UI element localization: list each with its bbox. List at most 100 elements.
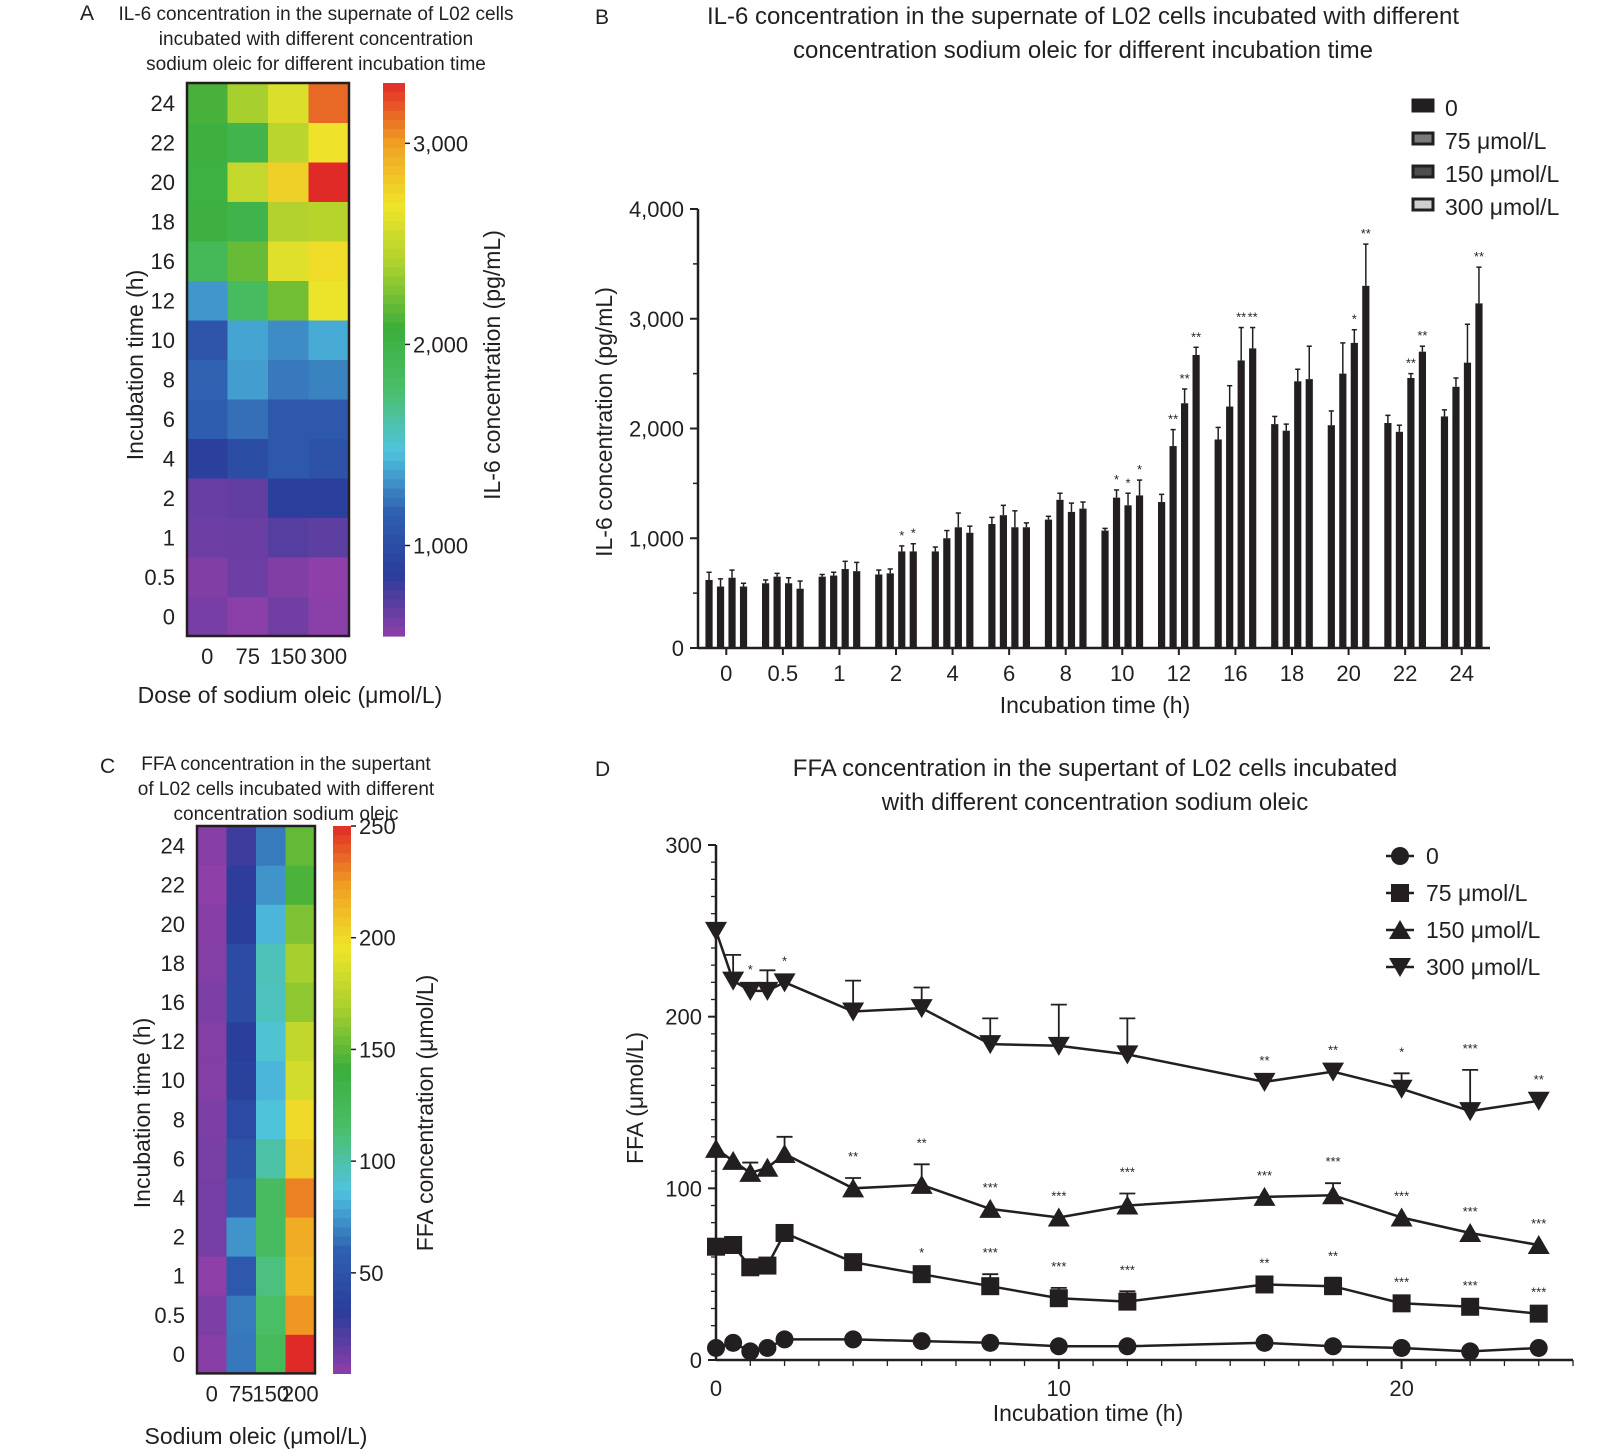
data-point xyxy=(1529,1304,1548,1323)
heatmap-cell xyxy=(285,943,316,983)
bar xyxy=(988,523,996,648)
colorbar-segment xyxy=(383,553,405,563)
colorbar-segment xyxy=(333,1309,351,1320)
data-point xyxy=(1392,1294,1411,1313)
heatmap-cell xyxy=(197,1295,227,1335)
colorbar-segment xyxy=(333,1318,351,1329)
bar xyxy=(1101,530,1109,648)
legend-label: 75 μmol/L xyxy=(1445,128,1547,154)
heatmap-cell xyxy=(285,1177,316,1218)
x-tick-label: 20 xyxy=(1336,661,1360,686)
heatmap-cell xyxy=(268,320,309,360)
heatmap-cell xyxy=(256,1256,286,1296)
panel-a-title-line1: IL-6 concentration in the supernate of L… xyxy=(118,4,513,25)
bar xyxy=(739,586,748,648)
heatmap-cell xyxy=(308,83,350,123)
data-point xyxy=(756,981,779,1001)
significance-marker: ** xyxy=(1417,328,1427,343)
bar xyxy=(1384,423,1392,648)
heatmap-cell xyxy=(187,438,228,479)
data-point xyxy=(1392,1338,1411,1357)
data-point xyxy=(724,1235,743,1254)
bar xyxy=(1350,342,1358,648)
bar xyxy=(1362,285,1370,648)
y-tick-label: 22 xyxy=(161,873,185,898)
data-point xyxy=(910,1174,933,1194)
y-tick-label: 3,000 xyxy=(629,307,684,332)
legend-label: 0 xyxy=(1426,843,1439,869)
heatmap-cell xyxy=(285,1021,316,1062)
bar xyxy=(1192,354,1200,648)
heatmap-cell xyxy=(285,826,316,866)
data-point xyxy=(1253,1072,1276,1092)
colorbar-segment xyxy=(383,405,405,416)
heatmap-cell xyxy=(256,943,286,983)
colorbar-segment xyxy=(333,971,351,982)
data-point xyxy=(1118,1292,1137,1311)
significance-marker: ** xyxy=(1328,1043,1338,1058)
colorbar-segment xyxy=(383,368,405,379)
heatmap-cell xyxy=(256,1177,286,1218)
colorbar-segment xyxy=(383,184,405,195)
bar xyxy=(818,576,826,648)
heatmap-cell xyxy=(227,596,269,637)
colorbar-segment xyxy=(333,1063,351,1073)
heatmap-cell xyxy=(285,1295,316,1335)
data-point xyxy=(758,1338,777,1357)
colorbar-segment xyxy=(383,212,405,222)
heatmap-cell xyxy=(256,1099,286,1140)
bar xyxy=(1271,424,1279,648)
colorbar-segment xyxy=(383,322,405,333)
bar xyxy=(1327,425,1335,648)
colorbar-segment xyxy=(333,1336,351,1347)
colorbar-tick-label: 200 xyxy=(359,926,396,951)
colorbar-segment xyxy=(383,460,405,471)
colorbar-segment xyxy=(383,202,405,213)
significance-marker: *** xyxy=(1463,1278,1478,1293)
heatmap-cell xyxy=(226,982,257,1022)
heatmap-cell xyxy=(197,1138,227,1179)
y-tick-label: 24 xyxy=(161,834,185,859)
colorbar-segment xyxy=(333,1245,351,1256)
data-point xyxy=(981,1333,1000,1352)
data-point xyxy=(707,1338,725,1357)
significance-marker: ** xyxy=(1474,249,1484,264)
y-tick-label: 16 xyxy=(151,249,175,274)
heatmap-cell xyxy=(227,438,269,479)
panel-c-title-line1: FFA concentration in the supertant xyxy=(141,754,431,775)
data-point xyxy=(1324,1277,1343,1296)
heatmap-cell xyxy=(308,478,350,518)
heatmap-cell xyxy=(308,596,350,637)
panel-c-y-label: Incubation time (h) xyxy=(129,1018,155,1208)
data-point xyxy=(758,1256,777,1275)
heatmap-cell xyxy=(285,904,316,944)
x-tick-label: 10 xyxy=(1110,661,1134,686)
colorbar-segment xyxy=(383,442,405,453)
y-tick-label: 200 xyxy=(665,1005,702,1030)
colorbar-tick-label: 3,000 xyxy=(413,131,468,156)
bar xyxy=(1249,348,1257,648)
colorbar-segment xyxy=(333,999,351,1010)
colorbar-segment xyxy=(333,1254,351,1265)
colorbar-segment xyxy=(333,1355,351,1365)
colorbar-segment xyxy=(333,1044,351,1055)
colorbar-segment xyxy=(333,1364,351,1374)
y-tick-label: 2 xyxy=(173,1225,185,1250)
colorbar-segment xyxy=(333,853,351,864)
data-point xyxy=(775,1330,794,1349)
x-tick-label: 0 xyxy=(201,644,213,669)
heatmap-cell xyxy=(308,280,350,321)
colorbar-segment xyxy=(333,1136,351,1146)
heatmap-cell xyxy=(285,1256,316,1296)
colorbar-segment xyxy=(333,935,351,946)
data-point xyxy=(773,1144,796,1163)
data-point xyxy=(1322,1185,1345,1205)
heatmap-cell xyxy=(227,517,269,558)
heatmap-cell xyxy=(285,1099,316,1140)
significance-marker: *** xyxy=(1051,1259,1066,1274)
y-tick-label: 1,000 xyxy=(629,526,684,551)
bar xyxy=(762,583,770,648)
y-tick-label: 0 xyxy=(690,1348,702,1373)
